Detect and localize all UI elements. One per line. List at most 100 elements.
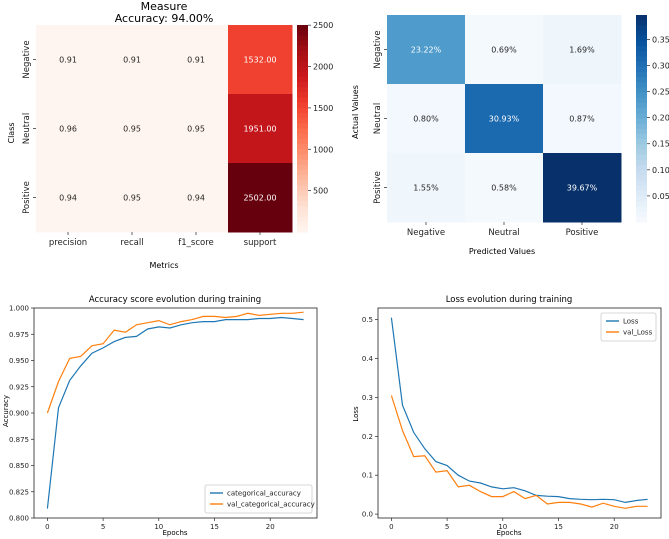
colorbar-segment	[297, 211, 308, 218]
y-tick-label: 0.2	[362, 433, 373, 441]
colorbar-segment	[297, 200, 308, 207]
colorbar-segment	[636, 201, 647, 208]
cell-label: 2502.00	[243, 194, 276, 203]
colorbar-segment	[636, 77, 647, 83]
accuracy-xlabel: Epochs	[162, 529, 187, 537]
colorbar-segment	[636, 20, 647, 26]
y-tick-label: 0.975	[9, 331, 29, 339]
colorbar-segment	[636, 118, 647, 125]
colorbar-segment	[297, 164, 308, 171]
accuracy-title: Accuracy score evolution during training	[89, 295, 261, 305]
cell-label: 1.69%	[569, 46, 595, 55]
cell-label: 0.80%	[413, 115, 439, 124]
series-line-val-Loss	[390, 395, 648, 509]
cell-label: 1951.00	[243, 125, 276, 134]
loss-xlabel: Epochs	[496, 529, 521, 537]
colorbar-tick-label: 1000	[313, 145, 333, 154]
heatmap-cell	[228, 94, 293, 164]
heatmap-cell	[100, 25, 165, 95]
colorbar-segment	[636, 149, 647, 156]
colorbar-tick-label: 0.20	[652, 114, 669, 123]
colorbar-segment	[636, 51, 647, 57]
x-tick-label: 0	[45, 523, 49, 531]
colorbar-segment	[297, 206, 308, 212]
colorbar-segment	[297, 71, 308, 78]
confusion-colorbar: 0.05 0.10 0.15 0.20 0.25 0.30 0.35	[636, 15, 669, 223]
cell-label: 23.22%	[411, 46, 442, 55]
heatmap-cell	[36, 25, 101, 95]
colorbar-segment	[636, 154, 647, 161]
colorbar-segment	[636, 144, 647, 151]
report-heatmap: Measure Accuracy: 94.00% 0.91 0.91 0.91 153…	[7, 0, 293, 270]
x-tick-label: 0	[389, 523, 393, 531]
colorbar-tick-label: 0.15	[652, 140, 669, 149]
colorbar-tick-label: 0.05	[652, 192, 669, 201]
heatmap-cell	[387, 15, 466, 85]
heatmap-cell	[164, 94, 229, 164]
colorbar-segment	[636, 165, 647, 171]
heatmap-cell	[164, 25, 229, 95]
colorbar-segment	[297, 50, 308, 57]
colorbar-segment	[297, 56, 308, 62]
x-tick-label: 5	[445, 523, 449, 531]
cell-label: 0.95	[123, 125, 141, 134]
colorbar-tick-label: 0.35	[652, 35, 669, 44]
cell-label: 0.94	[187, 194, 205, 203]
colorbar-segment	[297, 35, 308, 42]
colorbar-segment	[636, 66, 647, 73]
x-tick-label: 15	[210, 523, 219, 531]
confusion-ylabel: Actual Values	[351, 85, 360, 139]
colorbar-segment	[636, 159, 647, 166]
colorbar-tick-label: 2500	[313, 21, 333, 30]
heatmap-cell	[465, 153, 544, 223]
y-tick-label: Negative	[373, 30, 383, 68]
colorbar-segment	[636, 102, 647, 109]
y-tick-label: 0.875	[9, 436, 29, 444]
colorbar-tick-label: 1500	[313, 104, 333, 113]
heatmap-cell	[228, 163, 293, 233]
loss-title: Loss evolution during training	[446, 295, 573, 305]
colorbar-segment	[297, 185, 308, 192]
cell-label: 39.67%	[567, 184, 598, 193]
colorbar-segment	[297, 216, 308, 223]
heatmap-cell	[36, 163, 101, 233]
heatmap-cell	[100, 94, 165, 164]
x-tick-label: 5	[101, 523, 105, 531]
x-tick-label: Neutral	[488, 228, 519, 238]
colorbar-segment	[297, 175, 308, 181]
colorbar-segment	[297, 87, 308, 93]
legend: categorical_accuracy val_categorical_accu…	[204, 484, 315, 514]
colorbar-segment	[636, 185, 647, 192]
y-tick-label: Positive	[22, 181, 32, 214]
colorbar-segment	[636, 30, 647, 37]
x-tick-label: support	[244, 238, 277, 248]
heatmap-cell	[543, 84, 622, 154]
colorbar-segment	[297, 118, 308, 124]
accuracy-ylabel: Accuracy	[2, 395, 10, 427]
colorbar-segment	[297, 45, 308, 52]
cell-label: 0.91	[187, 56, 205, 65]
heatmap-cell	[465, 84, 544, 154]
legend: Loss val_Loss	[600, 312, 657, 342]
x-tick-label: Positive	[566, 228, 599, 238]
colorbar-segment	[297, 133, 308, 140]
colorbar-segment	[297, 138, 308, 145]
accuracy-plot: Accuracy score evolution during training…	[2, 295, 318, 537]
x-tick-label: 20	[266, 523, 275, 531]
y-tick-label: 0.850	[9, 462, 29, 470]
colorbar-tick-label: 0.25	[652, 88, 669, 97]
y-tick-label: Neutral	[22, 113, 32, 144]
heatmap-cell	[100, 163, 165, 233]
colorbar-segment	[297, 81, 308, 88]
heatmap-cell	[387, 153, 466, 223]
colorbar-segment	[297, 221, 308, 228]
heatmap-cell	[164, 163, 229, 233]
colorbar-segment	[636, 97, 647, 104]
cell-label: 0.69%	[491, 46, 517, 55]
x-tick-label: 15	[554, 523, 563, 531]
series-line-val-categorical-accuracy	[46, 311, 304, 414]
colorbar-segment	[636, 46, 647, 52]
colorbar-segment	[636, 170, 647, 177]
legend-box	[600, 312, 657, 342]
colorbar-segment	[297, 61, 308, 67]
